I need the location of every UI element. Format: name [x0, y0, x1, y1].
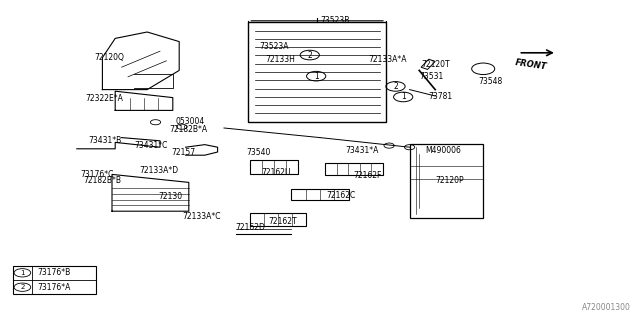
Text: 1: 1: [314, 72, 319, 81]
Text: 72120Q: 72120Q: [95, 53, 125, 62]
Text: 1: 1: [401, 92, 406, 101]
Bar: [250, 213, 306, 226]
Text: 73523A: 73523A: [259, 42, 289, 51]
Text: 73431*A: 73431*A: [346, 146, 379, 155]
Text: 72120T: 72120T: [421, 60, 450, 68]
Text: 72133A*C: 72133A*C: [182, 212, 221, 221]
Text: 72322E*A: 72322E*A: [85, 94, 123, 103]
Text: 73548: 73548: [479, 77, 503, 86]
Text: 73176*A: 73176*A: [37, 283, 70, 292]
Text: 72130: 72130: [159, 192, 183, 201]
Text: M490006: M490006: [426, 146, 461, 155]
Bar: [291, 189, 349, 200]
Text: 73540: 73540: [246, 148, 271, 157]
Text: 2: 2: [20, 284, 24, 290]
Text: 72162C: 72162C: [326, 191, 356, 200]
Text: 72133A*A: 72133A*A: [368, 55, 406, 64]
Text: 1: 1: [20, 270, 25, 276]
Text: 72133A*D: 72133A*D: [140, 166, 179, 175]
Text: 73781: 73781: [429, 92, 453, 100]
Bar: [250, 160, 298, 174]
Text: 73176*C: 73176*C: [80, 170, 113, 179]
Text: 2: 2: [393, 82, 398, 91]
Text: 72162T: 72162T: [269, 217, 298, 226]
Text: 72157: 72157: [172, 148, 196, 157]
Text: A720001300: A720001300: [582, 303, 630, 312]
Text: 053004: 053004: [176, 117, 205, 126]
Text: 72120P: 72120P: [435, 176, 464, 185]
Text: 72182B*A: 72182B*A: [170, 125, 208, 134]
Bar: [13, 266, 96, 294]
Text: 72162D: 72162D: [236, 223, 266, 232]
Text: 73531: 73531: [419, 72, 444, 81]
Text: 72162U: 72162U: [261, 168, 291, 177]
Text: 2: 2: [307, 51, 312, 60]
Text: 73523B: 73523B: [320, 16, 349, 25]
Text: 73176*B: 73176*B: [37, 268, 70, 277]
Text: 73431*C: 73431*C: [134, 141, 168, 150]
Bar: [248, 22, 386, 122]
Text: 73431*B: 73431*B: [88, 136, 122, 145]
Text: 72133H: 72133H: [266, 55, 296, 64]
Text: 72182B*B: 72182B*B: [83, 176, 121, 185]
Text: 72162F: 72162F: [353, 171, 381, 180]
Bar: [325, 163, 383, 175]
Bar: [410, 144, 483, 218]
Text: FRONT: FRONT: [515, 58, 548, 71]
